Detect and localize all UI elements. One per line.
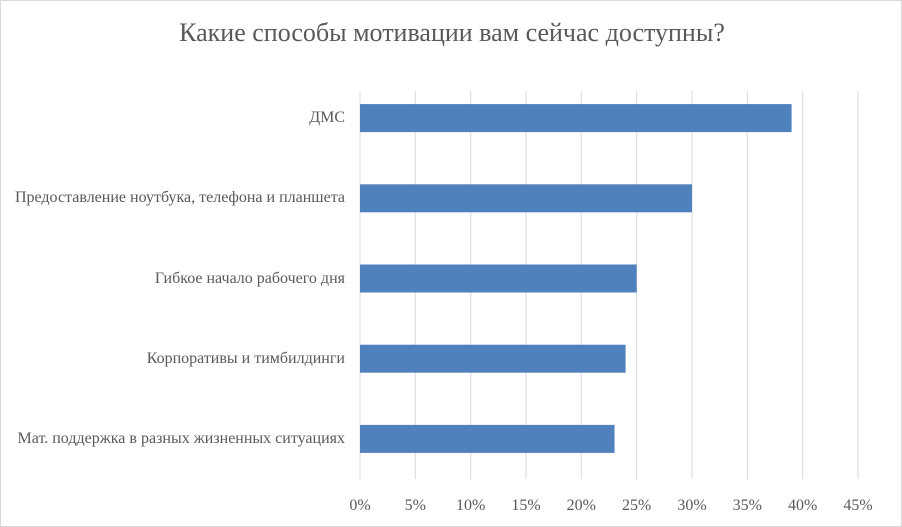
y-tick-label: Гибкое начало рабочего дня: [154, 269, 345, 287]
bar: [360, 104, 792, 133]
x-tick-label: 20%: [567, 497, 596, 514]
x-tick-label: 0%: [349, 497, 370, 514]
y-tick-label-box: Предоставление ноутбука, телефона и план…: [11, 188, 345, 208]
x-tick-label: 30%: [677, 497, 706, 514]
bar: [360, 264, 637, 293]
x-tick-label: 45%: [843, 497, 872, 514]
y-tick-label-box: Корпоративы и тимбилдинги: [11, 349, 345, 369]
x-tick-label: 40%: [788, 497, 817, 514]
x-tick-label: 25%: [622, 497, 651, 514]
bar: [360, 184, 692, 213]
y-tick-label-box: Мат. поддержка в разных жизненных ситуац…: [11, 429, 345, 449]
y-tick-label: Корпоративы и тимбилдинги: [146, 349, 345, 367]
x-tick-label: 35%: [733, 497, 762, 514]
chart-title: Какие способы мотивации вам сейчас досту…: [179, 18, 725, 47]
y-tick-label: Мат. поддержка в разных жизненных ситуац…: [17, 429, 345, 447]
bar: [360, 344, 626, 373]
x-tick-label: 10%: [456, 497, 485, 514]
y-tick-label: ДМС: [309, 109, 345, 127]
x-tick-label: 15%: [511, 497, 540, 514]
y-tick-label: Предоставление ноутбука, телефона и план…: [14, 189, 345, 207]
y-tick-label-box: Гибкое начало рабочего дня: [11, 269, 345, 289]
bar: [360, 424, 615, 453]
y-tick-label-box: ДМС: [11, 108, 345, 128]
x-tick-label: 5%: [405, 497, 426, 514]
